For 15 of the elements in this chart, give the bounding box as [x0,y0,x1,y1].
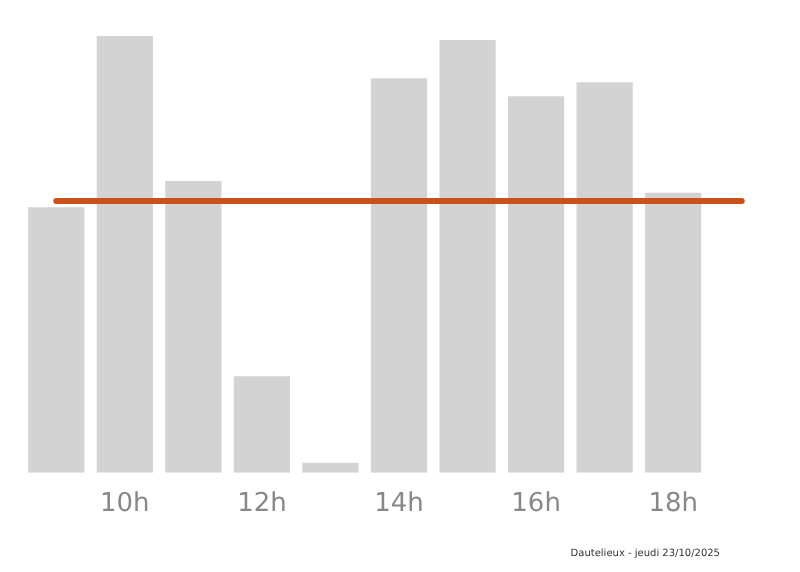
bar [439,39,496,473]
x-tick-label: 14h [374,489,424,520]
bar [233,376,291,473]
x-tick-label: 10h [100,489,150,520]
bar [302,462,359,473]
bar [96,36,153,473]
bar [28,207,85,473]
x-tick-label: 12h [237,489,287,520]
bar [645,192,702,473]
bar [370,78,428,473]
x-tick-label: 16h [511,489,561,520]
x-tick-label: 18h [648,489,698,520]
bar [576,82,633,473]
bar [165,181,222,473]
bar [507,96,565,473]
